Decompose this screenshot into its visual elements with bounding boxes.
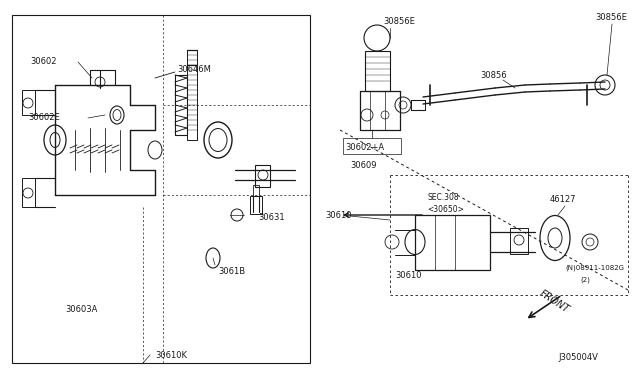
Text: 30856E: 30856E [383, 17, 415, 26]
Text: 46127: 46127 [550, 196, 577, 205]
Text: 30602E: 30602E [28, 113, 60, 122]
Text: 30631: 30631 [258, 214, 285, 222]
Text: 30610K: 30610K [155, 350, 187, 359]
Bar [253, 185, 259, 196]
Bar [343, 138, 401, 154]
Text: 30856E: 30856E [595, 13, 627, 22]
Bar [255, 165, 270, 187]
Bar [365, 51, 390, 91]
Text: 30610: 30610 [325, 212, 351, 221]
Text: 30603A: 30603A [65, 305, 97, 314]
Text: 30646M: 30646M [177, 65, 211, 74]
Bar [22, 90, 35, 115]
Text: J305004V: J305004V [558, 353, 598, 362]
Text: 30610: 30610 [395, 270, 422, 279]
Text: 3061B: 3061B [218, 267, 245, 276]
Bar [187, 50, 197, 140]
Text: SEC.308: SEC.308 [428, 193, 460, 202]
Text: (N)08911-1082G: (N)08911-1082G [565, 265, 624, 271]
Text: 30602: 30602 [30, 58, 56, 67]
Text: 30602+A: 30602+A [345, 144, 384, 153]
Text: (2): (2) [580, 277, 590, 283]
Bar [250, 196, 262, 214]
Text: <30650>: <30650> [427, 205, 464, 215]
Bar [411, 100, 425, 110]
Text: 30856: 30856 [480, 71, 507, 80]
Bar [22, 178, 35, 207]
Bar [510, 228, 528, 254]
Bar [12, 15, 310, 363]
Bar [415, 215, 490, 270]
Text: FRONT: FRONT [538, 289, 572, 315]
Text: 30609: 30609 [350, 160, 376, 170]
